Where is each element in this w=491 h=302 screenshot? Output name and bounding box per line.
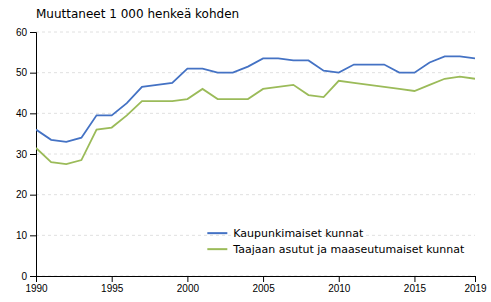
legend-label: Taajaan asutut ja maaseutumaiset kunnat [232, 243, 465, 256]
tick-mark [263, 276, 264, 282]
title: Muuttaneet 1 000 henkeä kohden [36, 7, 239, 21]
tick-label: 2005 [252, 283, 275, 294]
legend-swatch [207, 232, 227, 234]
tick-label: 50 [16, 67, 28, 78]
chart: 1990 1995 2000 2005 2010 2015 2019 0 10 20 30 40 50 6… [0, 0, 491, 302]
tick-mark [30, 235, 36, 236]
tick-mark [112, 276, 113, 282]
axis-domain [30, 33, 37, 277]
tick-label: 2015 [404, 283, 427, 294]
tick-label: 30 [16, 149, 28, 160]
tick-mark [30, 73, 36, 74]
tick-mark [30, 276, 36, 277]
tick-label: 0 [21, 271, 27, 282]
legend-item: Taajaan asutut ja maaseutumaiset kunnat [207, 243, 465, 256]
tick: 0 [21, 271, 36, 282]
tick-label: 40 [16, 108, 28, 119]
tick: 1990 [25, 276, 48, 294]
x-axis: 1990 1995 2000 2005 2010 2015 2019 [25, 276, 487, 294]
tick-label: 2010 [328, 283, 351, 294]
tick: 30 [16, 149, 36, 160]
lines [36, 56, 475, 164]
legend-item: Kaupunkimaiset kunnat [207, 227, 364, 240]
tick-mark [30, 32, 36, 33]
tick-mark [414, 276, 415, 282]
tick: 2010 [328, 276, 351, 294]
grid [36, 32, 475, 276]
tick-mark [30, 113, 36, 114]
tick-label: 2000 [177, 283, 200, 294]
tick-label: 1990 [25, 283, 48, 294]
grid-line [36, 113, 475, 114]
axis-domain [37, 277, 476, 283]
tick-mark [475, 276, 476, 282]
tick-label: 60 [16, 27, 28, 38]
tick: 2000 [177, 276, 200, 294]
tick-label: 2019 [464, 283, 487, 294]
grid-line [36, 154, 475, 155]
tick-label: 1995 [101, 283, 124, 294]
tick: 40 [16, 108, 36, 119]
y-axis: 0 10 20 30 40 50 60 [16, 27, 37, 282]
tick-mark [30, 154, 36, 155]
tick: 1995 [101, 276, 124, 294]
tick: 2015 [404, 276, 427, 294]
tick-mark [187, 276, 188, 282]
series-line [36, 77, 475, 164]
tick: 60 [16, 27, 36, 38]
tick-label: 20 [16, 189, 28, 200]
tick-mark [339, 276, 340, 282]
tick: 2005 [252, 276, 275, 294]
legend-swatch [207, 248, 227, 250]
tick: 20 [16, 189, 36, 200]
tick: 10 [16, 230, 36, 241]
grid-line [36, 32, 475, 33]
tick: 2019 [464, 276, 487, 294]
legend: Kaupunkimaiset kunnat Taajaan asutut ja m… [207, 227, 465, 256]
tick-mark [30, 195, 36, 196]
tick-label: 10 [16, 230, 28, 241]
grid-line [36, 194, 475, 195]
plot: 1990 1995 2000 2005 2010 2015 2019 0 10 20 30 40 50 6… [16, 27, 487, 294]
tick: 50 [16, 67, 36, 78]
legend-label: Kaupunkimaiset kunnat [233, 227, 364, 240]
